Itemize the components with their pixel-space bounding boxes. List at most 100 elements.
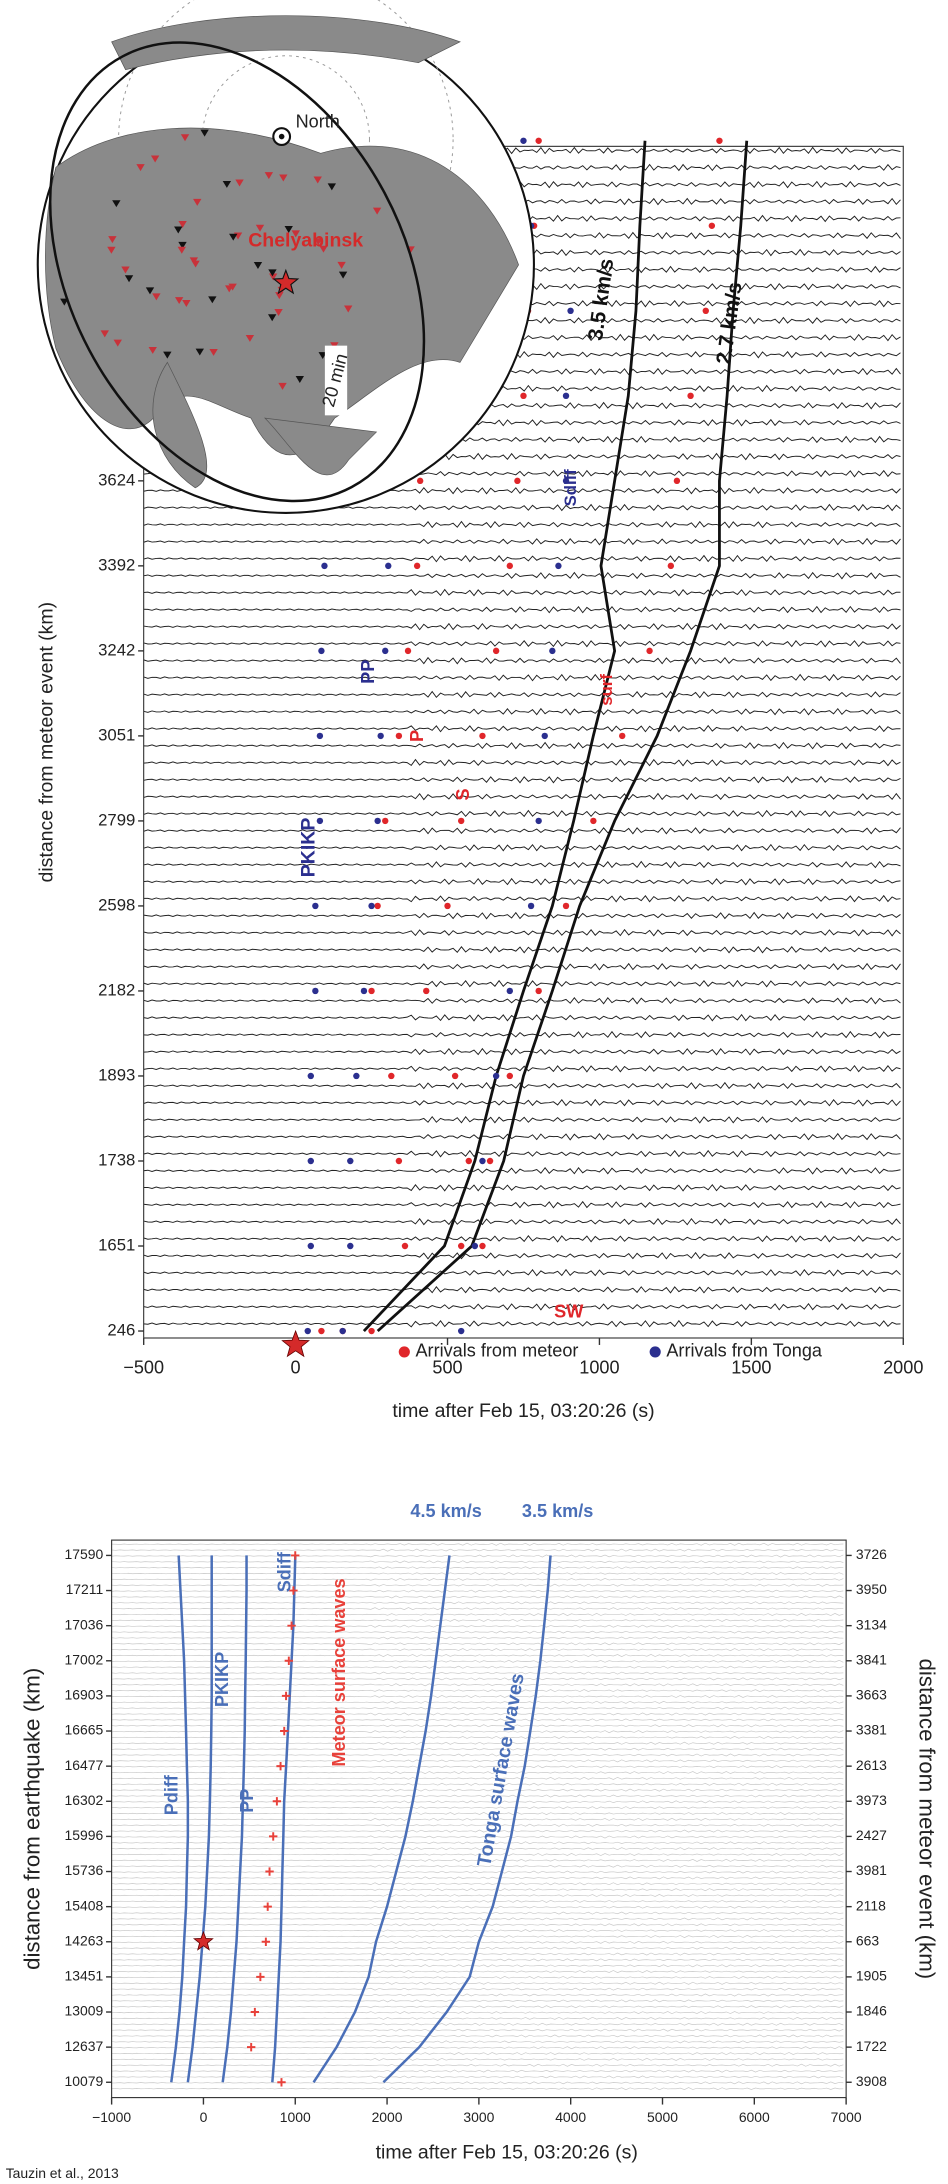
trace [111,1735,844,1739]
station [191,260,200,268]
annotation: S [453,788,473,800]
arrival-dot [382,817,389,825]
arrival-dot [395,732,403,740]
trace [111,1917,844,1921]
arrival-dot [506,562,514,570]
y-tick-label: 2799 [98,810,135,829]
y-tick-label: 13009 [65,2003,104,2019]
cross-mark [281,1691,291,1701]
trace [143,894,901,903]
trace [111,1566,844,1570]
trace [143,1217,901,1226]
station [327,183,337,191]
arrival-dot [312,987,319,995]
trace [111,1835,844,1839]
trace [111,1654,844,1657]
trace [111,1712,844,1716]
y-axis-label: distance from meteor event (km) [36,602,58,883]
trace [111,1759,844,1763]
trace [143,1098,901,1107]
station [295,376,304,384]
trace [111,1952,844,1956]
station [284,225,293,233]
trace [111,1923,844,1927]
trace [143,537,901,546]
cross-mark [265,1867,274,1876]
trace [111,1894,844,1897]
landmass [263,417,378,476]
arrival-dot [307,1072,314,1080]
y-tick-label: 17036 [65,1616,104,1632]
y-tick-label: 1893 [98,1065,135,1084]
trace [111,1624,844,1628]
trace [111,1999,844,2003]
arrival-dot [702,307,709,315]
trace [111,1677,844,1681]
trace [111,1577,844,1581]
station [177,246,186,254]
trace [111,1601,844,1605]
arrival-dot [347,1157,354,1165]
legend-label: Arrivals from Tonga [666,1341,823,1361]
x-axis-label: time after Feb 15, 03:20:26 (s) [376,2141,638,2163]
trace [111,1683,844,1687]
station [136,164,145,172]
trace [111,1548,844,1552]
arrival-dot [444,902,451,910]
station [319,245,328,253]
arrival-dot [465,1157,472,1165]
station [275,292,284,300]
trace [143,1184,901,1192]
y2-tick-label: 2427 [856,1827,887,1843]
y-tick-label: 15736 [65,1862,104,1878]
trace [111,1771,844,1775]
trace [111,2057,844,2061]
arrival-dot [307,1242,314,1250]
graticule [201,55,370,224]
trace [111,1975,844,1979]
trace [111,2028,844,2032]
trace [143,554,901,563]
x-tick-label: 1500 [731,1357,771,1377]
y2-tick-label: 1905 [856,1968,887,1984]
trace [143,827,901,835]
trace [143,758,901,767]
x-tick-label: 1000 [280,2109,311,2125]
annotation: SW [554,1302,584,1322]
station [107,246,116,254]
trace [111,2011,844,2015]
y-tick-label: 15408 [65,1897,104,1913]
y2-tick-label: 3950 [856,1581,887,1597]
station [174,226,183,234]
station [208,296,217,304]
cross-mark [263,1902,272,1911]
y2-tick-label: 3726 [856,1546,887,1562]
trace [111,1905,844,1909]
arrival-dot [307,1157,314,1165]
station [108,236,117,244]
trace [111,1864,844,1868]
trace [143,928,901,937]
y-tick-label: 17590 [65,1546,104,1562]
cross-mark [272,1797,282,1806]
station [274,308,283,316]
trace [111,1648,844,1652]
series-line [186,1555,213,2083]
annotation: Tonga surface waves [473,1671,529,1868]
trace [143,707,901,716]
trace [111,1630,844,1634]
trace [111,1911,844,1915]
star-marker [281,1329,310,1358]
station [279,174,288,182]
y-tick-label: 2182 [98,980,135,999]
annotation: P [407,730,427,742]
annotation: 3.5 km/s [584,257,618,342]
x-tick-label: 5000 [647,2109,678,2125]
trace [111,1659,844,1663]
arrival-dot [312,902,319,910]
station [182,299,191,307]
trace [111,1970,844,1974]
arrival-dot [567,307,574,315]
trace [111,1583,844,1587]
annotation: 3.5 km/s [522,1501,593,1521]
